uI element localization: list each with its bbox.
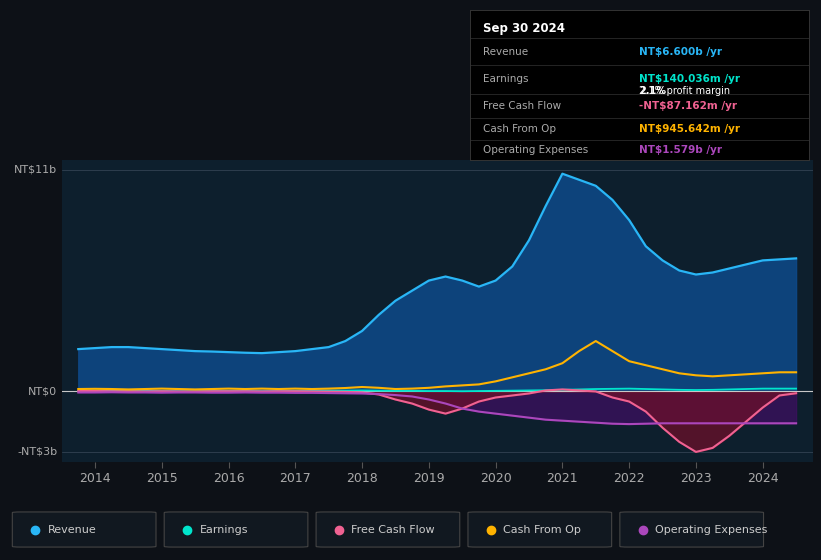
Text: Sep 30 2024: Sep 30 2024 — [484, 21, 565, 35]
Text: 2.1%: 2.1% — [639, 86, 666, 96]
Text: Operating Expenses: Operating Expenses — [655, 525, 768, 534]
Text: Earnings: Earnings — [484, 74, 529, 85]
Text: NT$945.642m /yr: NT$945.642m /yr — [639, 124, 741, 134]
Text: -NT$3b: -NT$3b — [17, 447, 57, 457]
FancyBboxPatch shape — [620, 512, 764, 547]
FancyBboxPatch shape — [316, 512, 460, 547]
Text: Cash From Op: Cash From Op — [484, 124, 556, 134]
Text: Free Cash Flow: Free Cash Flow — [484, 101, 562, 111]
Text: Cash From Op: Cash From Op — [503, 525, 581, 534]
FancyBboxPatch shape — [164, 512, 308, 547]
Text: Free Cash Flow: Free Cash Flow — [351, 525, 435, 534]
Text: NT$11b: NT$11b — [14, 165, 57, 175]
Text: Earnings: Earnings — [200, 525, 248, 534]
FancyBboxPatch shape — [468, 512, 612, 547]
Text: NT$1.579b /yr: NT$1.579b /yr — [639, 145, 722, 155]
Text: NT$6.600b /yr: NT$6.600b /yr — [639, 46, 722, 57]
Text: -NT$87.162m /yr: -NT$87.162m /yr — [639, 101, 737, 111]
Text: Revenue: Revenue — [484, 46, 528, 57]
Text: Operating Expenses: Operating Expenses — [484, 145, 589, 155]
Text: Revenue: Revenue — [48, 525, 96, 534]
Text: NT$0: NT$0 — [29, 386, 57, 396]
Text: NT$140.036m /yr: NT$140.036m /yr — [639, 74, 741, 85]
Text: 2.1% profit margin: 2.1% profit margin — [639, 86, 730, 96]
FancyBboxPatch shape — [12, 512, 156, 547]
